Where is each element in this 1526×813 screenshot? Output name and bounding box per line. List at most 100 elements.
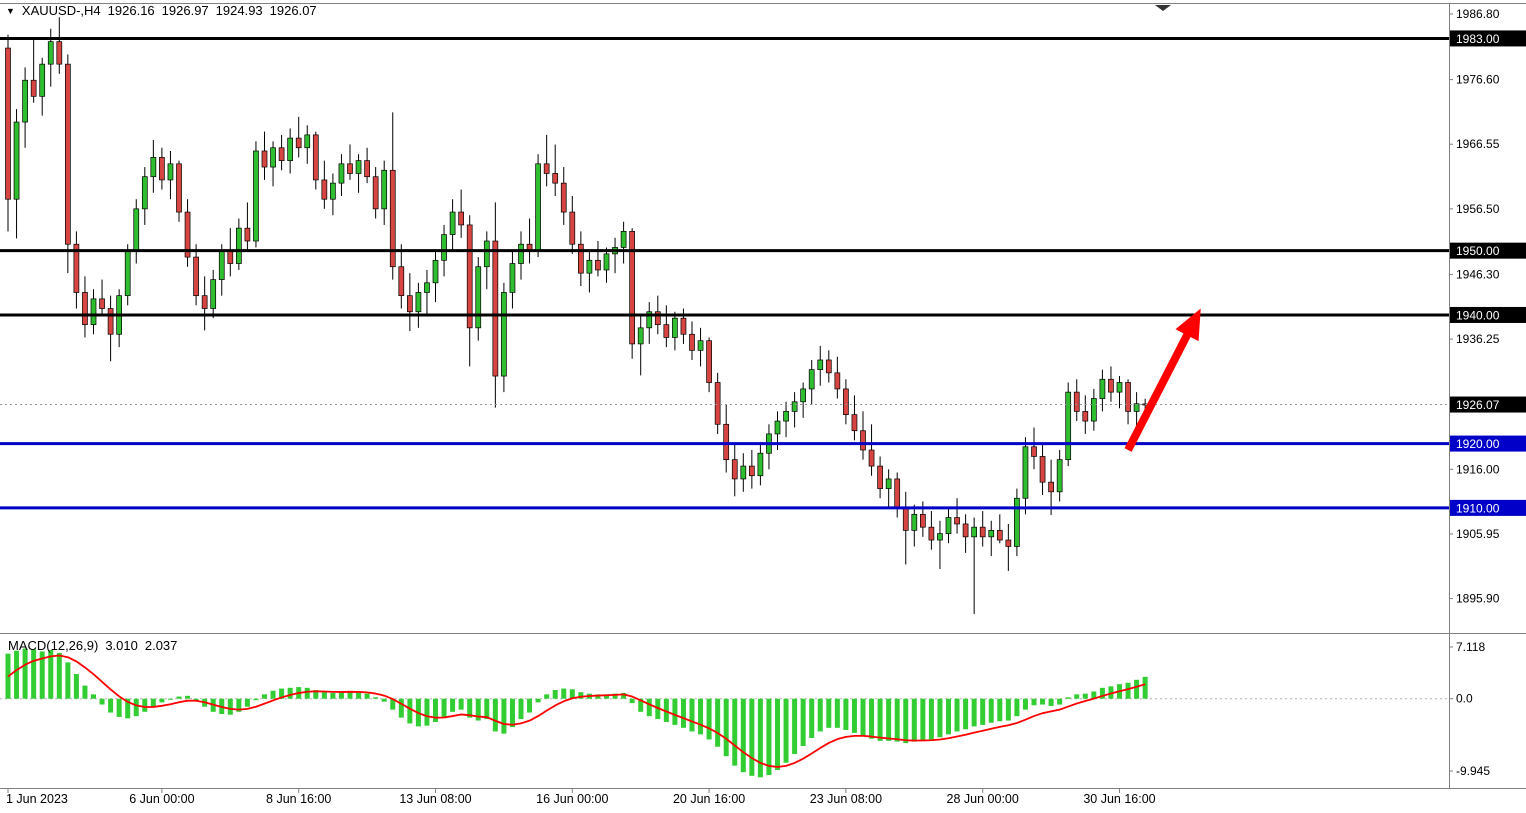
candle-body-down [843, 388, 849, 415]
candle-body-down [552, 173, 559, 184]
candle-body-up [637, 327, 644, 345]
candle-body-down [278, 147, 285, 161]
arrow-head[interactable] [1175, 308, 1201, 342]
macd-histogram-bar [595, 694, 601, 699]
macd-histogram-bar [1040, 698, 1046, 705]
candle-body-down [962, 523, 969, 538]
candle-body-up [90, 298, 97, 325]
macd-histogram-bar [433, 698, 438, 722]
candle-body-up [817, 359, 824, 370]
candle-body-down [868, 449, 875, 467]
macd-histogram-bar [356, 692, 362, 699]
macd-histogram-bar [227, 698, 233, 715]
candle-body-up [937, 533, 943, 541]
candle-body-up [808, 369, 815, 390]
macd-histogram-bar [894, 698, 900, 742]
candle-body-down [159, 157, 165, 181]
macd-histogram-bar [920, 698, 926, 741]
macd-histogram-bar [381, 698, 387, 702]
candle-body-down [5, 47, 11, 200]
macd-histogram-bar [535, 698, 541, 703]
macd-histogram-bar [1082, 693, 1088, 699]
macd-histogram-bar [851, 698, 857, 733]
macd-histogram-bar [82, 685, 88, 699]
macd-histogram-bar [809, 698, 815, 738]
price-tick-label: 1966.55 [1456, 137, 1500, 151]
symbol-marker-icon: ▼ [6, 6, 15, 16]
macd-histogram-bar [279, 688, 285, 699]
macd-histogram-bar [689, 698, 695, 732]
candle-body-down [629, 231, 636, 345]
macd-histogram-bar [578, 692, 584, 699]
macd-histogram-bar [65, 662, 71, 699]
price-tick-label: 1916.00 [1456, 462, 1500, 476]
candle-body-up [415, 292, 422, 313]
candle-body-down [851, 414, 858, 432]
candle-body-down [193, 256, 199, 297]
price-level-box-label: 1940.00 [1456, 308, 1500, 322]
indicator-macd-value: 3.010 [105, 638, 138, 653]
candle-body-down [731, 459, 738, 480]
date-label: 8 Jun 16:00 [266, 792, 331, 806]
macd-histogram-bar [159, 698, 165, 703]
macd-tick-label: -9.945 [1456, 764, 1490, 778]
macd-histogram-bar [988, 698, 994, 723]
candle-body-down [654, 311, 661, 325]
macd-histogram-bar [501, 698, 507, 734]
candle-body-up [22, 79, 28, 123]
symbol-period: XAUUSD-,H4 [21, 3, 101, 18]
candle-body-up [449, 211, 456, 235]
candle-body-down [1125, 382, 1131, 412]
candle-body-up [1014, 497, 1020, 547]
macd-histogram-bar [48, 650, 54, 699]
candle-body-up [330, 182, 336, 200]
arrow-shaft[interactable] [1124, 324, 1196, 452]
date-label: 23 Jun 08:00 [810, 792, 882, 806]
price-level-box-label: 1926.07 [1456, 398, 1500, 412]
candle-body-up [475, 266, 482, 329]
candle-body-down [689, 333, 695, 351]
candle-body-up [270, 147, 276, 168]
candle-body-down [364, 160, 370, 178]
macd-histogram-bar [167, 698, 173, 700]
candle-body-down [1031, 446, 1037, 457]
candle-body-up [1116, 382, 1123, 393]
price-axis[interactable]: 1986.80 1976.60 1966.55 1956.50 1946.30 1936.… [1449, 7, 1526, 606]
macd-histogram-bar [467, 698, 473, 718]
candle-body-up [885, 478, 892, 489]
macd-histogram-bar [441, 698, 447, 717]
candle-body-up [971, 526, 978, 538]
candle-body-down [73, 243, 80, 293]
indicator-signal-value: 2.037 [144, 638, 178, 653]
candle-body-up [586, 259, 593, 274]
candle-body-up [774, 420, 781, 435]
macd-histogram-bar [338, 692, 344, 699]
candle-body-down [1082, 411, 1089, 422]
candle-body-down [99, 298, 105, 309]
ohlc-high: 1926.97 [161, 3, 209, 18]
candle-body-up [509, 263, 516, 293]
macd-histogram-bar [304, 687, 310, 699]
macd-histogram-bar [527, 698, 533, 713]
time-axis[interactable]: 1 Jun 2023 6 Jun 00:00 8 Jun 16:00 13 Jun 0… [6, 789, 1156, 806]
candle-body-up [210, 279, 217, 309]
price-level-box [1450, 242, 1526, 259]
candle-body-down [902, 507, 909, 531]
candle-body-up [141, 176, 148, 210]
macd-histogram-bar [313, 690, 319, 699]
macd-histogram-bar [347, 691, 353, 699]
price-level-box [1450, 396, 1526, 413]
candle-body-up [304, 134, 311, 149]
candle-body-down [227, 250, 234, 264]
candle-body-up [1056, 459, 1063, 493]
macd-histogram-bar [775, 698, 780, 770]
macd-histogram-bar [971, 698, 977, 727]
price-tick-label: 1895.90 [1456, 592, 1500, 606]
macd-histogram-bar [73, 674, 79, 699]
candle-body-up [338, 163, 345, 184]
macd-histogram-bar [150, 698, 156, 707]
candle-body-down [56, 41, 63, 65]
macd-histogram-bar [928, 698, 934, 740]
macd-histogram-bar [612, 693, 618, 699]
